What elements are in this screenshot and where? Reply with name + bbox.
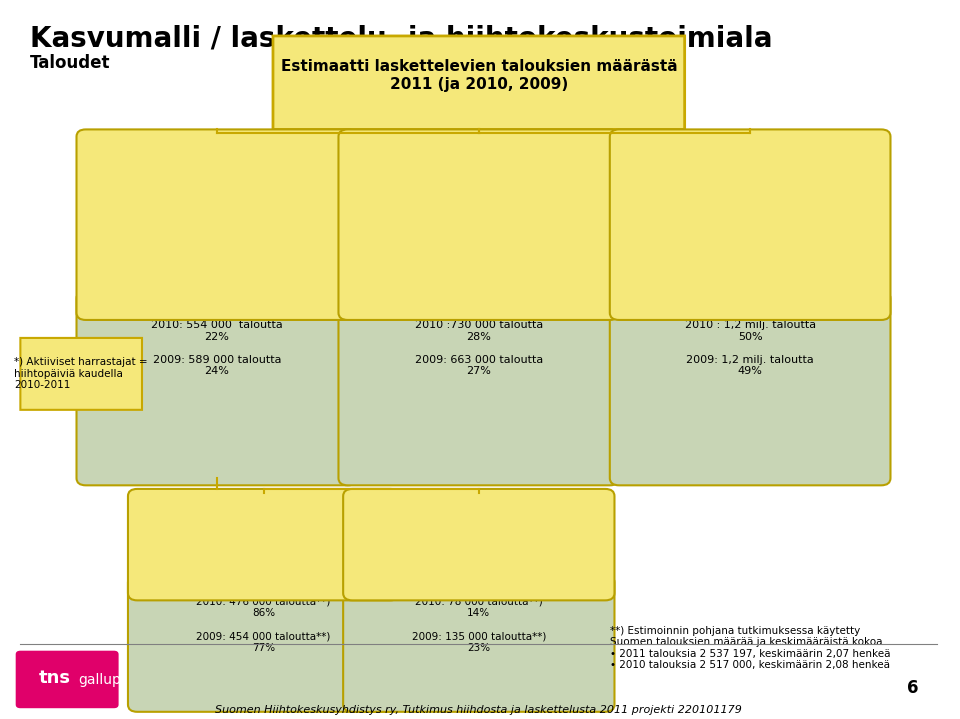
FancyBboxPatch shape: [339, 129, 619, 320]
Text: gallup: gallup: [79, 673, 121, 687]
FancyBboxPatch shape: [77, 291, 357, 485]
Text: (nykyisin vain maastohiihtoa
harrastavat)
•Estimaatti
710 000 taloutta**): (nykyisin vain maastohiihtoa harrastavat…: [398, 198, 559, 242]
FancyBboxPatch shape: [20, 338, 142, 410]
Text: Estimaatti: 105 000 taloutta**): Estimaatti: 105 000 taloutta**): [393, 536, 565, 546]
Text: Passiiviset Harrastajat: Passiiviset Harrastajat: [403, 509, 554, 522]
Text: 2010 : 1,2 milj. taloutta
50%

2009: 1,2 milj. taloutta
49%: 2010 : 1,2 milj. taloutta 50% 2009: 1,2 …: [684, 320, 816, 376]
FancyBboxPatch shape: [128, 575, 399, 712]
Text: Kasvumalli / laskettelu- ja hiihtokeskustoimiala: Kasvumalli / laskettelu- ja hiihtokeskus…: [30, 25, 772, 53]
Text: Suomen Hiihtokeskusyhdistys ry, Tutkimus hiihdosta ja laskettelusta 2011 projekt: Suomen Hiihtokeskusyhdistys ry, Tutkimus…: [215, 705, 742, 715]
Text: 2010: 78 000 taloutta**)
14%

2009: 135 000 taloutta**)
23%: 2010: 78 000 taloutta**) 14% 2009: 135 0…: [412, 597, 546, 653]
FancyBboxPatch shape: [610, 129, 891, 320]
FancyBboxPatch shape: [610, 291, 891, 485]
FancyBboxPatch shape: [339, 291, 619, 485]
Text: **) Estimoinnin pohjana tutkimuksessa käytetty
Suomen talouksien määrää ja keski: **) Estimoinnin pohjana tutkimuksessa kä…: [610, 626, 890, 670]
Text: Aktiiviset Harrastajat *): Aktiiviset Harrastajat *): [184, 509, 343, 522]
Text: 23%: 23%: [199, 283, 235, 298]
Text: Estimaatti laskettelevien talouksien määrästä
2011 (ja 2010, 2009): Estimaatti laskettelevien talouksien mää…: [280, 59, 677, 92]
Text: 18%: 18%: [462, 572, 495, 586]
FancyBboxPatch shape: [343, 489, 614, 600]
Text: *) Aktiiviset harrastajat =
hiihtopäiviä kaudella
2010-2011: *) Aktiiviset harrastajat = hiihtopäiviä…: [14, 357, 148, 390]
FancyBboxPatch shape: [343, 575, 614, 712]
FancyBboxPatch shape: [15, 651, 119, 708]
Text: Lumilajeja
EI-harrastavat: Lumilajeja EI-harrastavat: [700, 155, 801, 183]
Text: 2010 :730 000 taloutta
28%

2009: 663 000 taloutta
27%: 2010 :730 000 taloutta 28% 2009: 663 000…: [415, 320, 543, 376]
Text: 82%: 82%: [247, 572, 280, 586]
Text: 28%: 28%: [461, 283, 497, 298]
FancyBboxPatch shape: [77, 129, 357, 320]
Text: 2010: 554 000  taloutta
22%

2009: 589 000 taloutta
24%: 2010: 554 000 taloutta 22% 2009: 589 000…: [151, 320, 283, 376]
Text: 2010: 476 000 taloutta**)
86%

2009: 454 000 taloutta**)
77%: 2010: 476 000 taloutta**) 86% 2009: 454 …: [197, 597, 331, 653]
FancyBboxPatch shape: [128, 489, 399, 600]
Text: tns: tns: [39, 669, 71, 687]
Text: 49%: 49%: [732, 283, 768, 298]
Text: •Estimaatti:
584 000 taloutta **): •Estimaatti: 584 000 taloutta **): [160, 198, 273, 219]
FancyBboxPatch shape: [273, 36, 684, 129]
Text: Estimaatti:
1,2 milj .taloutta**): Estimaatti: 1,2 milj .taloutta**): [696, 198, 804, 219]
Text: Potentiaaliset
uudet
harrastajat: Potentiaaliset uudet harrastajat: [430, 155, 528, 198]
Text: Laskettelijat: Laskettelijat: [173, 155, 260, 168]
Text: Estimaatti: 478 000 taloutta**): Estimaatti: 478 000 taloutta**): [178, 536, 350, 546]
Text: 6: 6: [907, 679, 919, 697]
Text: Taloudet: Taloudet: [30, 54, 110, 72]
